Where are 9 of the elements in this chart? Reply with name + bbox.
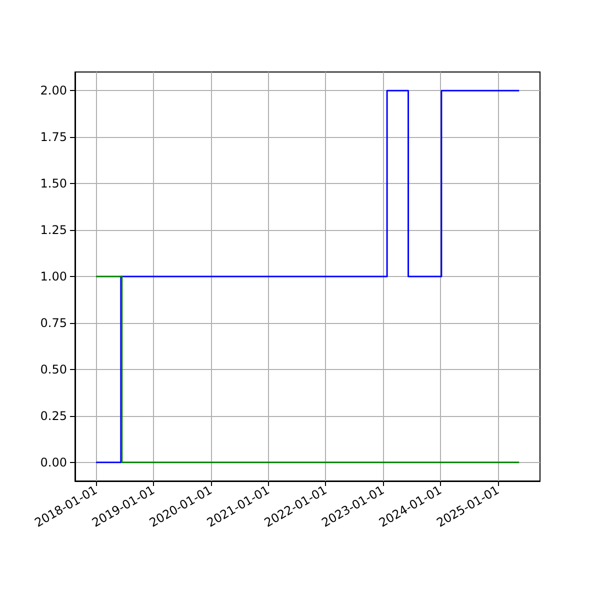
y-tick-label: 1.25 [40,223,67,238]
y-tick-label: 1.75 [40,130,67,144]
y-tick-label: 0.50 [40,362,67,376]
y-tick-label: 1.00 [40,270,67,284]
y-tick-label: 0.25 [40,408,67,423]
y-tick-label: 2.00 [40,84,67,98]
y-tick-label: 0.00 [40,455,67,470]
y-tick-label: 0.75 [40,316,67,330]
y-tick-label: 1.50 [40,176,67,191]
